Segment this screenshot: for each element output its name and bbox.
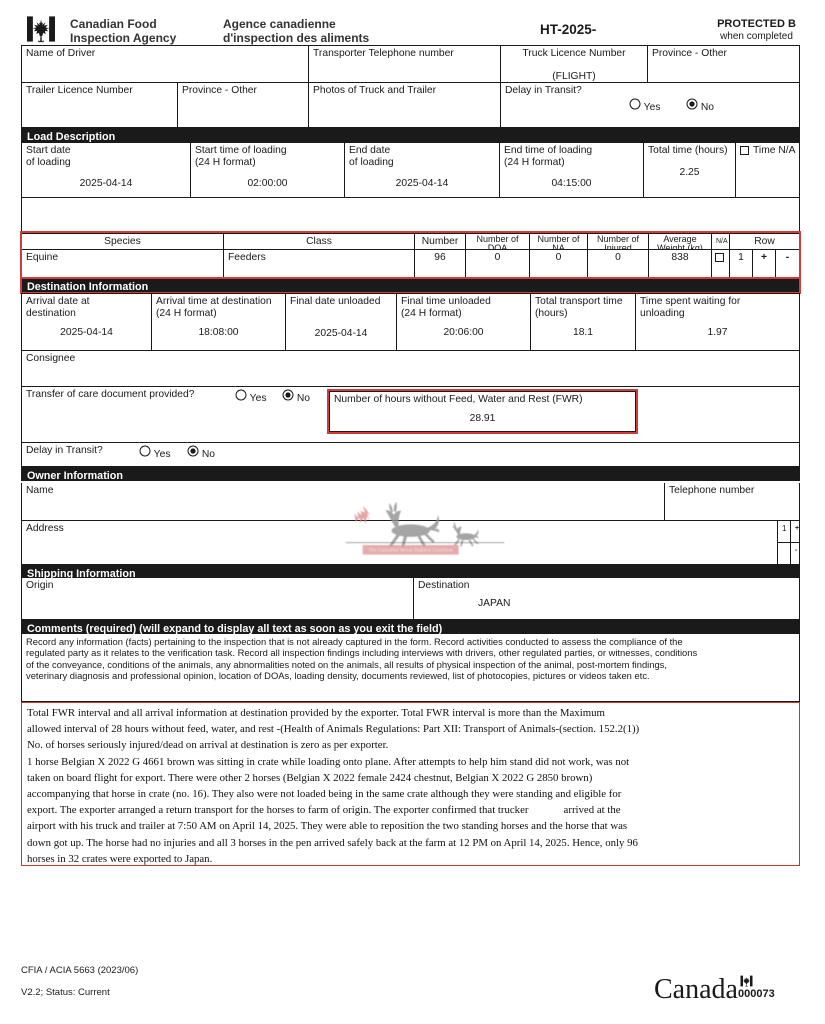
svg-text:The Canadian Horse Defence Coa: The Canadian Horse Defence Coalition: [369, 547, 453, 554]
